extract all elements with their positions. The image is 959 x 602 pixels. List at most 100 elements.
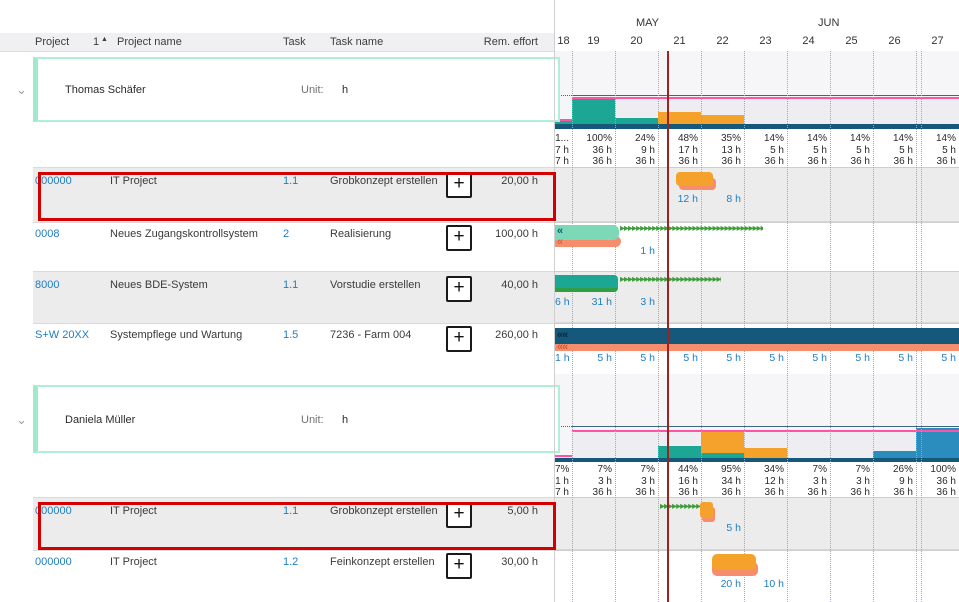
utilization-percent-value: 7% bbox=[812, 464, 827, 475]
col-header-rem-effort[interactable]: Rem. effort bbox=[483, 36, 538, 48]
task-row[interactable]: S+W 20XX Systempflege und Wartung 1.5 72… bbox=[33, 322, 555, 374]
project-name: Neues BDE-System bbox=[110, 279, 208, 291]
remaining-effort: 260,00 h bbox=[495, 329, 538, 341]
task-hours-label bbox=[787, 578, 830, 590]
project-code: S+W 20XX bbox=[35, 329, 90, 341]
histogram-bar bbox=[555, 121, 572, 124]
task-hours-label: 1 h bbox=[640, 245, 655, 257]
task-hours-label: 5 h bbox=[898, 352, 913, 364]
task-hours-label bbox=[830, 245, 873, 257]
task-bar[interactable] bbox=[555, 275, 618, 292]
workload-hours-row: 1 h 3 h 3 h 16 h 34 h 12 h 3 h 3 h 9 h 36 h bbox=[555, 476, 959, 487]
task-hours-row: 20 h 10 h bbox=[555, 578, 959, 590]
capacity-hours-value: 36 h bbox=[850, 156, 870, 167]
task-hours-label: 5 h bbox=[769, 352, 784, 364]
task-number: 1.1 bbox=[283, 175, 299, 187]
task-bar[interactable] bbox=[712, 554, 756, 570]
task-hours-label: 5 h bbox=[683, 352, 698, 364]
col-header-task[interactable]: Task bbox=[283, 36, 306, 48]
task-hours-label: 31 h bbox=[591, 296, 612, 308]
task-number: 1.5 bbox=[283, 329, 299, 341]
remaining-duration-chevrons: ▸▸▸▸▸▸▸▸▸▸▸▸▸▸▸▸▸▸▸▸▸▸▸▸▸▸▸▸▸▸▸▸▸▸▸▸▸▸▸▸ bbox=[620, 225, 763, 233]
histogram-bar bbox=[701, 453, 744, 458]
histogram-bar bbox=[873, 451, 916, 458]
week-number-label: 20 bbox=[630, 35, 643, 47]
capacity-hours-value: 36 h bbox=[807, 156, 827, 167]
sort-order-number[interactable]: 1 bbox=[93, 36, 100, 48]
gantt-timeline: MAY JUN 18 19 20 21 22 23 24 25 26 27 1... 100% 24%… bbox=[555, 0, 959, 602]
task-bar[interactable] bbox=[700, 502, 713, 518]
utilization-percent-value: 1... bbox=[555, 133, 569, 144]
capacity-line bbox=[572, 95, 959, 96]
overload-threshold-line bbox=[572, 97, 959, 99]
week-grid-line bbox=[572, 51, 573, 602]
histogram-bar bbox=[916, 428, 959, 458]
task-row[interactable]: 000000 IT Project 1.1 Grobkonzept erstel… bbox=[33, 167, 555, 223]
week-number-row: 18 19 20 21 22 23 24 25 26 27 bbox=[555, 35, 959, 47]
task-hours-label bbox=[787, 522, 830, 534]
week-number-label: 21 bbox=[673, 35, 686, 47]
task-number: 1.2 bbox=[283, 556, 299, 568]
task-row[interactable]: 8000 Neues BDE-System 1.1 Vorstudie erst… bbox=[33, 271, 555, 324]
task-name: Vorstudie erstellen bbox=[330, 279, 421, 291]
task-row[interactable]: 0008 Neues Zugangskontrollsystem 2 Reali… bbox=[33, 221, 555, 271]
utilization-percent-value: 95% bbox=[720, 464, 741, 475]
expand-task-button[interactable]: + bbox=[446, 276, 472, 302]
task-bar[interactable] bbox=[555, 225, 619, 240]
col-header-project[interactable]: Project bbox=[35, 36, 70, 48]
project-code: 000000 bbox=[35, 505, 72, 517]
group-row-daniela[interactable]: Daniela Müller Unit: h bbox=[33, 385, 560, 453]
sort-ascending-icon[interactable]: ▲ bbox=[101, 36, 108, 43]
workload-hours-value: 9 h bbox=[899, 476, 913, 487]
task-hours-label: 1 h bbox=[555, 352, 570, 364]
utilization-percent-value: 48% bbox=[677, 133, 698, 144]
project-code: 000000 bbox=[35, 175, 72, 187]
task-hours-label: 12 h bbox=[677, 193, 698, 205]
task-name: Grobkonzept erstellen bbox=[330, 175, 438, 187]
expand-task-button[interactable]: + bbox=[446, 326, 472, 352]
capacity-line-dotted bbox=[555, 95, 572, 96]
task-hours-label bbox=[658, 245, 701, 257]
expand-task-button[interactable]: + bbox=[446, 502, 472, 528]
gantt-row bbox=[555, 549, 959, 602]
task-row[interactable]: 000000 IT Project 1.2 Feinkonzept erstel… bbox=[33, 549, 555, 602]
capacity-hours-value: 36 h bbox=[764, 156, 784, 167]
task-hours-label bbox=[572, 245, 615, 257]
task-hours-label bbox=[830, 296, 873, 308]
workload-hours-value: 7 h bbox=[555, 145, 569, 156]
capacity-hours-row: 7 h 36 h 36 h 36 h 36 h 36 h 36 h 36 h 36 h 36 h bbox=[555, 487, 959, 498]
task-hours-label bbox=[555, 245, 572, 257]
histogram-bar bbox=[658, 446, 701, 458]
workload-hours-value: 1 h bbox=[555, 476, 569, 487]
collapse-group-icon[interactable]: ⌄ bbox=[16, 82, 27, 97]
col-header-task-name[interactable]: Task name bbox=[330, 36, 384, 48]
workload-hours-value: 12 h bbox=[764, 476, 784, 487]
table-header: Project 1 ▲ Project name Task Task name … bbox=[0, 33, 555, 52]
histogram-bar bbox=[615, 118, 658, 124]
task-bar[interactable] bbox=[676, 172, 713, 186]
expand-task-button[interactable]: + bbox=[446, 225, 472, 251]
project-code: 000000 bbox=[35, 556, 72, 568]
task-name: 7236 - Farm 004 bbox=[330, 329, 412, 341]
panel-divider[interactable] bbox=[554, 0, 555, 602]
expand-task-button[interactable]: + bbox=[446, 172, 472, 198]
task-row[interactable]: 000000 IT Project 1.1 Grobkonzept erstel… bbox=[33, 497, 555, 551]
workload-hours-value: 5 h bbox=[813, 145, 827, 156]
task-hours-label: 20 h bbox=[720, 578, 741, 590]
project-code: 8000 bbox=[35, 279, 60, 291]
utilization-percent-row: 1... 100% 24% 48% 35% 14% 14% 14% 14% 14% bbox=[555, 133, 959, 144]
collapse-group-icon[interactable]: ⌄ bbox=[16, 412, 27, 427]
task-bar[interactable] bbox=[555, 328, 959, 344]
col-header-project-name[interactable]: Project name bbox=[117, 36, 182, 48]
utilization-percent-value: 7% bbox=[597, 464, 612, 475]
capacity-hours-value: 36 h bbox=[678, 487, 698, 498]
expand-task-button[interactable]: + bbox=[446, 553, 472, 579]
task-hours-label bbox=[572, 193, 615, 205]
capacity-line bbox=[572, 426, 959, 427]
task-hours-label: 5 h bbox=[855, 352, 870, 364]
capacity-hours-value: 7 h bbox=[555, 487, 569, 498]
task-hours-label bbox=[830, 578, 873, 590]
week-number-label: 25 bbox=[845, 35, 858, 47]
group-row-thomas[interactable]: Thomas Schäfer Unit: h bbox=[33, 57, 560, 122]
